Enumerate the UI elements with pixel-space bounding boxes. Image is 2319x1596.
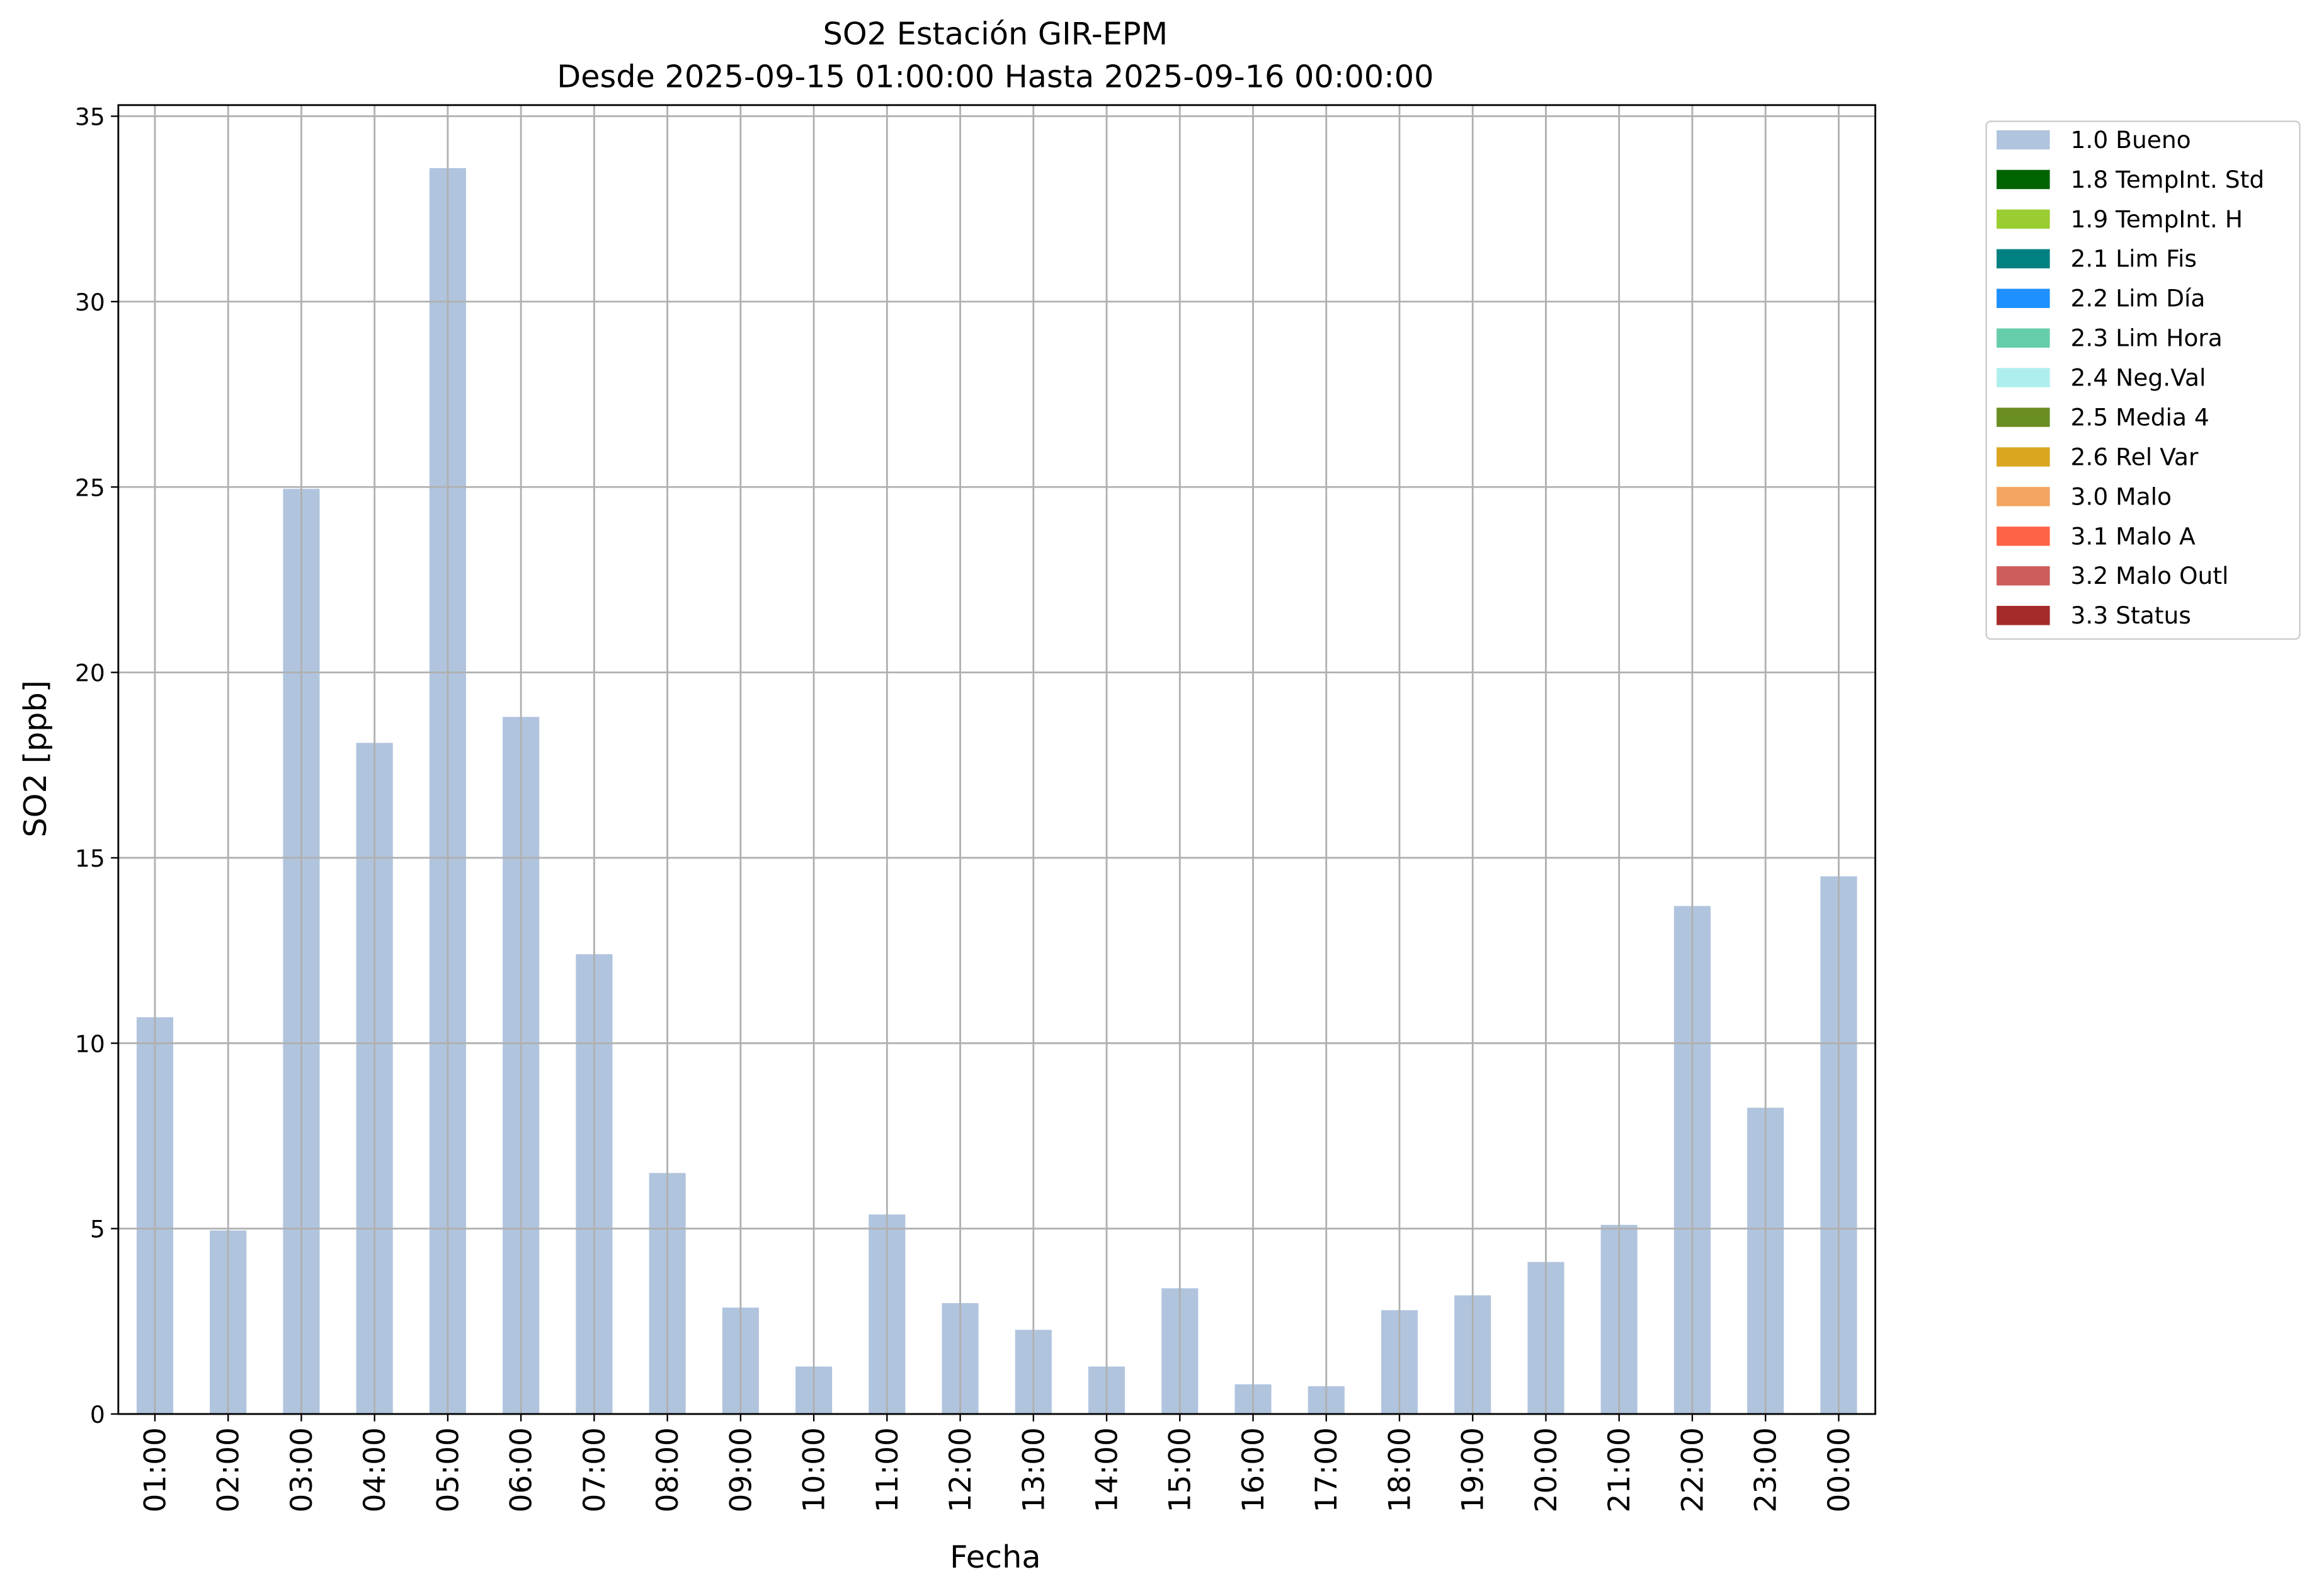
y-tick-label: 25: [75, 474, 105, 501]
y-tick-label: 30: [75, 288, 105, 316]
x-axis-label: Fecha: [950, 1539, 1041, 1575]
y-tick-label: 15: [75, 845, 105, 872]
x-tick-label: 10:00: [797, 1427, 832, 1512]
y-axis-label: SO2 [ppb]: [17, 680, 54, 837]
y-tick-label: 5: [90, 1216, 105, 1243]
x-tick-label: 21:00: [1602, 1427, 1637, 1512]
x-tick-label: 11:00: [870, 1427, 905, 1512]
legend-swatch: [1997, 368, 2050, 387]
x-tick-label: 01:00: [138, 1427, 173, 1512]
x-tick-label: 18:00: [1382, 1427, 1417, 1512]
legend-swatch: [1997, 566, 2050, 586]
x-tick-label: 13:00: [1017, 1427, 1051, 1512]
chart-title: SO2 Estación GIR-EPM: [823, 16, 1168, 52]
y-tick-label: 35: [75, 103, 105, 131]
x-tick-label: 20:00: [1529, 1427, 1564, 1512]
legend-label: 3.0 Malo: [2071, 482, 2172, 510]
x-tick-label: 14:00: [1090, 1427, 1124, 1512]
legend-label: 1.0 Bueno: [2071, 126, 2191, 154]
x-tick-label: 02:00: [212, 1427, 246, 1512]
y-tick-label: 20: [75, 659, 105, 687]
x-tick-label: 16:00: [1236, 1427, 1271, 1512]
chart-subtitle: Desde 2025-09-15 01:00:00 Hasta 2025-09-…: [557, 59, 1433, 95]
x-tick-label: 19:00: [1456, 1427, 1491, 1512]
legend-swatch: [1997, 527, 2050, 546]
legend-swatch: [1997, 288, 2050, 309]
legend-label: 2.6 Rel Var: [2071, 443, 2199, 470]
x-tick-label: 23:00: [1749, 1427, 1784, 1512]
legend-swatch: [1997, 408, 2050, 427]
legend-swatch: [1997, 130, 2050, 150]
legend-label: 2.5 Media 4: [2071, 403, 2209, 431]
legend-box: [1985, 120, 2301, 640]
x-tick-label: 08:00: [651, 1427, 685, 1512]
legend-swatch: [1997, 169, 2050, 190]
plot-frame: [117, 104, 1876, 1415]
legend-swatch: [1997, 209, 2050, 229]
x-tick-label: 07:00: [578, 1427, 612, 1512]
legend-label: 3.3 Status: [2071, 601, 2191, 629]
x-tick-label: 12:00: [943, 1427, 978, 1512]
x-tick-label: 00:00: [1822, 1427, 1857, 1512]
legend-label: 1.9 TempInt. H: [2071, 205, 2243, 233]
legend-swatch: [1997, 487, 2050, 506]
legend-swatch: [1997, 249, 2050, 269]
legend-label: 3.2 Malo Outl: [2071, 562, 2229, 590]
x-tick-label: 04:00: [358, 1427, 392, 1512]
x-tick-label: 22:00: [1675, 1427, 1710, 1512]
legend-label: 1.8 TempInt. Std: [2071, 166, 2265, 193]
legend-label: 2.1 Lim Fis: [2071, 245, 2197, 273]
legend-label: 2.2 Lim Día: [2071, 285, 2206, 312]
y-tick-label: 10: [75, 1030, 105, 1057]
x-tick-label: 06:00: [504, 1427, 539, 1512]
x-tick-label: 09:00: [724, 1427, 758, 1512]
x-tick-label: 17:00: [1309, 1427, 1344, 1512]
legend-label: 2.3 Lim Hora: [2071, 324, 2223, 352]
y-tick-label: 0: [90, 1401, 105, 1428]
legend-label: 3.1 Malo A: [2071, 522, 2196, 550]
legend-label: 2.4 Neg.Val: [2071, 364, 2206, 392]
legend-swatch: [1997, 328, 2050, 348]
legend-swatch: [1997, 605, 2050, 625]
x-tick-label: 15:00: [1163, 1427, 1198, 1512]
x-tick-label: 03:00: [285, 1427, 319, 1512]
legend-swatch: [1997, 447, 2050, 467]
x-tick-label: 05:00: [431, 1427, 465, 1512]
